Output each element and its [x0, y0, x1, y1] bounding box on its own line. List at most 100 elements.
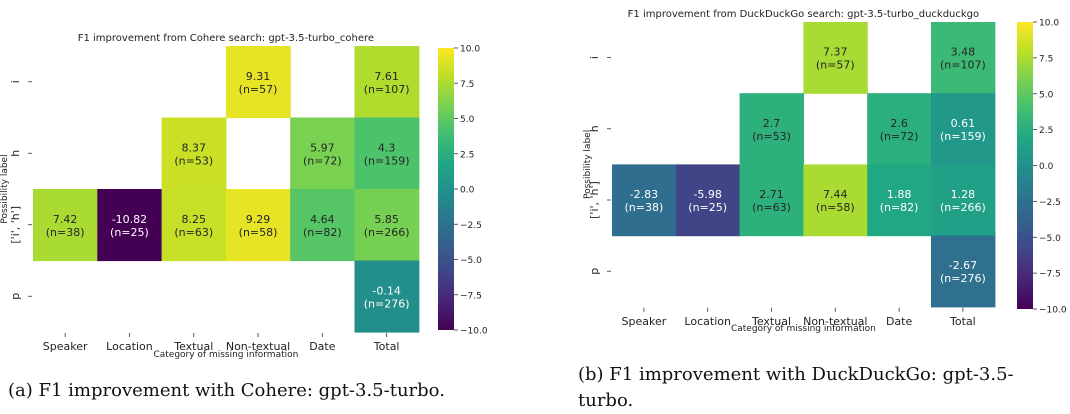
heatmap-cell [739, 93, 804, 165]
cell-count-label: (n=107) [364, 83, 410, 96]
heatmap-cell [803, 22, 868, 94]
colorbar-tick-label: 0.0 [1039, 162, 1054, 172]
heatmap-cell [931, 22, 996, 94]
y-tick-label: h [9, 150, 22, 157]
colorbar-tick-label: −10.0 [1039, 306, 1067, 316]
cell-count-label: (n=58) [816, 201, 855, 214]
x-axis-label: Category of missing information [731, 324, 876, 334]
colorbar-tick-label: −7.5 [460, 291, 482, 301]
heatmap-cell [161, 117, 227, 190]
cell-value-label: 3.48 [951, 46, 976, 59]
caption-b: (b) F1 improvement with DuckDuckGo: gpt-… [578, 364, 1014, 411]
heatmap-cell [290, 189, 356, 262]
heatmap-cell [612, 164, 677, 237]
y-tick-label: p [588, 268, 601, 275]
x-tick-label: Date [309, 340, 336, 353]
heatmap-cell [225, 46, 291, 119]
heatmap-cell [867, 93, 932, 165]
heatmap-cell [931, 93, 996, 165]
cell-count-label: (n=82) [303, 226, 342, 239]
cell-count-label: (n=72) [303, 154, 342, 167]
cell-value-label: 2.71 [759, 188, 784, 201]
colorbar-tick-label: −10.0 [460, 327, 488, 337]
cell-count-label: (n=38) [625, 201, 664, 214]
cell-value-label: 4.64 [310, 213, 335, 226]
cell-count-label: (n=53) [752, 130, 791, 143]
colorbar-tick-label: 5.0 [1039, 90, 1054, 100]
colorbar-tick-label: −2.5 [1039, 198, 1061, 208]
colorbar-tick-label: 0.0 [460, 186, 475, 196]
y-tick-label: i [588, 56, 601, 59]
x-tick-label: Date [886, 315, 913, 328]
y-axis-label: Possibility label [583, 130, 593, 199]
cell-value-label: 4.3 [378, 141, 396, 154]
y-tick-label: p [9, 293, 22, 300]
heatmap-cell [354, 189, 420, 262]
heatmap-cell [931, 235, 996, 308]
cell-value-label: 7.42 [53, 213, 78, 226]
cell-count-label: (n=159) [364, 154, 410, 167]
x-tick-label: Total [949, 315, 976, 328]
x-tick-label: Speaker [43, 340, 88, 353]
y-axis-label: Possibility label [0, 154, 10, 223]
cell-value-label: -5.98 [693, 188, 721, 201]
y-tick-label: h [588, 125, 601, 132]
y-tick-label: ['i', 'h'] [9, 206, 22, 244]
cell-count-label: (n=276) [364, 297, 410, 310]
x-tick-label: Textual [173, 340, 213, 353]
cell-value-label: 9.31 [246, 70, 271, 83]
x-tick-label: Textual [751, 315, 791, 328]
heatmap-cell [354, 46, 420, 119]
colorbar-tick-label: 5.0 [460, 115, 475, 125]
cell-count-label: (n=25) [688, 201, 727, 214]
cell-count-label: (n=38) [46, 226, 85, 239]
heatmap-cell [225, 189, 291, 262]
cell-value-label: 5.97 [310, 141, 335, 154]
cell-count-label: (n=266) [364, 226, 410, 239]
colorbar-tick-label: −7.5 [1039, 270, 1061, 280]
cell-count-label: (n=276) [940, 272, 986, 285]
cell-value-label: 0.61 [951, 117, 976, 130]
heatmap-cell [33, 189, 98, 262]
cell-value-label: -2.83 [630, 188, 658, 201]
colorbar-tick-label: 10.0 [1039, 19, 1059, 29]
x-tick-label: Total [373, 340, 400, 353]
colorbar-tick-label: −5.0 [1039, 234, 1061, 244]
cell-count-label: (n=72) [880, 130, 919, 143]
cell-value-label: 1.28 [951, 188, 976, 201]
cell-value-label: 2.6 [890, 117, 908, 130]
cell-value-label: 1.88 [887, 188, 912, 201]
heatmap-cell [354, 117, 420, 190]
heatmap-cell [675, 164, 741, 237]
cell-count-label: (n=57) [816, 59, 855, 72]
cell-count-label: (n=107) [940, 59, 986, 72]
cell-count-label: (n=58) [239, 226, 278, 239]
colorbar-tick-label: −5.0 [460, 256, 482, 266]
heatmap-cell [97, 189, 163, 262]
cell-count-label: (n=25) [110, 226, 149, 239]
cell-value-label: -2.67 [949, 259, 977, 272]
cell-value-label: 8.37 [182, 141, 207, 154]
colorbar-tick-label: 7.5 [1039, 54, 1053, 64]
cell-value-label: -10.82 [112, 213, 147, 226]
heatmap-cell [931, 164, 996, 237]
x-tick-label: Non-textual [803, 315, 867, 328]
y-tick-label: i [9, 80, 22, 83]
colorbar-tick-label: 7.5 [460, 80, 474, 90]
colorbar-tick-label: 2.5 [460, 150, 474, 160]
colorbar-tick-label: 2.5 [1039, 126, 1053, 136]
heatmap-cell [803, 164, 868, 237]
heatmap-cell [739, 164, 804, 237]
colorbar [438, 48, 454, 330]
caption-a: (a) F1 improvement with Cohere: gpt-3.5-… [8, 380, 445, 401]
chart-title: F1 improvement from Cohere search: gpt-3… [78, 33, 374, 44]
heatmap-duckduckgo: F1 improvement from DuckDuckGo search: g… [583, 9, 1067, 334]
cell-count-label: (n=266) [940, 201, 986, 214]
x-tick-label: Location [106, 340, 153, 353]
x-tick-label: Speaker [622, 315, 667, 328]
colorbar [1017, 22, 1033, 309]
heatmap-cell [354, 260, 420, 333]
cell-value-label: 7.37 [823, 46, 848, 59]
cell-value-label: 2.7 [763, 117, 781, 130]
